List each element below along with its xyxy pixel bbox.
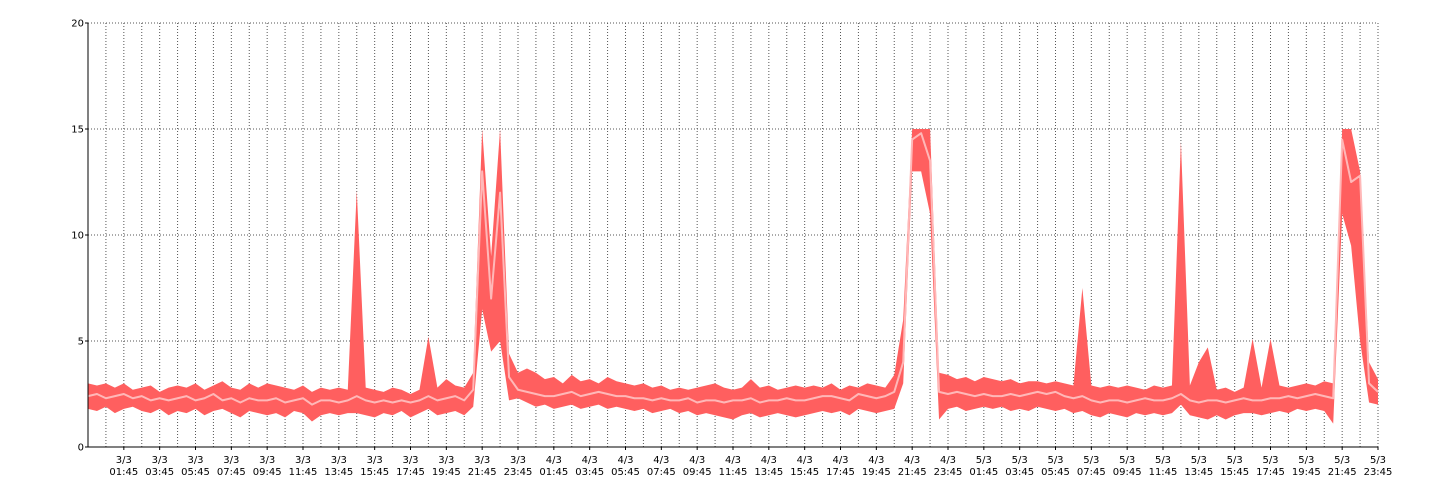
x-tick-time: 15:45	[790, 467, 819, 478]
x-tick-time: 13:45	[324, 467, 353, 478]
x-tick-date: 5/3	[1298, 455, 1314, 466]
x-tick-time: 23:45	[1364, 467, 1393, 478]
x-tick-time: 03:45	[1005, 467, 1034, 478]
x-tick-time: 09:45	[683, 467, 712, 478]
x-tick-date: 4/3	[582, 455, 598, 466]
x-tick-date: 5/3	[1155, 455, 1171, 466]
x-tick-date: 3/3	[474, 455, 490, 466]
x-tick-date: 4/3	[653, 455, 669, 466]
x-tick-time: 01:45	[969, 467, 998, 478]
x-tick-time: 17:45	[396, 467, 425, 478]
x-tick-date: 3/3	[367, 455, 383, 466]
x-tick-date: 3/3	[223, 455, 239, 466]
x-tick-time: 23:45	[504, 467, 533, 478]
x-tick-date: 3/3	[331, 455, 347, 466]
x-tick-date: 4/3	[725, 455, 741, 466]
x-tick-time: 03:45	[575, 467, 604, 478]
x-tick-time: 05:45	[181, 467, 210, 478]
x-tick-time: 01:45	[539, 467, 568, 478]
x-tick-time: 13:45	[754, 467, 783, 478]
x-tick-time: 09:45	[253, 467, 282, 478]
x-tick-date: 3/3	[116, 455, 132, 466]
x-tick-time: 07:45	[1077, 467, 1106, 478]
x-tick-time: 21:45	[468, 467, 497, 478]
x-tick-date: 4/3	[904, 455, 920, 466]
x-tick-date: 4/3	[940, 455, 956, 466]
x-tick-date: 5/3	[976, 455, 992, 466]
y-tick-label: 5	[78, 337, 84, 348]
x-tick-time: 15:45	[360, 467, 389, 478]
y-tick-label: 0	[78, 443, 84, 454]
x-tick-time: 01:45	[109, 467, 138, 478]
x-tick-date: 3/3	[259, 455, 275, 466]
x-tick-time: 05:45	[611, 467, 640, 478]
x-tick-time: 09:45	[1113, 467, 1142, 478]
x-tick-date: 4/3	[617, 455, 633, 466]
x-tick-date: 3/3	[152, 455, 168, 466]
x-tick-date: 5/3	[1119, 455, 1135, 466]
x-tick-time: 05:45	[1041, 467, 1070, 478]
x-tick-date: 4/3	[797, 455, 813, 466]
x-tick-date: 4/3	[761, 455, 777, 466]
y-tick-label: 20	[71, 19, 84, 30]
x-tick-date: 5/3	[1262, 455, 1278, 466]
x-tick-date: 5/3	[1191, 455, 1207, 466]
x-tick-time: 19:45	[432, 467, 461, 478]
x-tick-date: 5/3	[1370, 455, 1386, 466]
x-tick-time: 11:45	[719, 467, 748, 478]
x-tick-time: 03:45	[145, 467, 174, 478]
x-tick-date: 3/3	[510, 455, 526, 466]
x-tick-time: 17:45	[826, 467, 855, 478]
x-tick-time: 11:45	[1149, 467, 1178, 478]
x-tick-time: 19:45	[1292, 467, 1321, 478]
x-tick-time: 23:45	[934, 467, 963, 478]
x-tick-date: 5/3	[1012, 455, 1028, 466]
x-tick-time: 21:45	[898, 467, 927, 478]
x-tick-date: 3/3	[402, 455, 418, 466]
x-tick-date: 5/3	[1047, 455, 1063, 466]
x-tick-time: 07:45	[217, 467, 246, 478]
x-tick-date: 5/3	[1334, 455, 1350, 466]
x-tick-time: 19:45	[862, 467, 891, 478]
x-tick-date: 3/3	[438, 455, 454, 466]
x-tick-date: 4/3	[546, 455, 562, 466]
x-tick-date: 5/3	[1083, 455, 1099, 466]
x-tick-time: 11:45	[289, 467, 318, 478]
x-tick-time: 13:45	[1184, 467, 1213, 478]
y-tick-label: 10	[71, 231, 84, 242]
x-tick-date: 4/3	[689, 455, 705, 466]
x-tick-date: 3/3	[187, 455, 203, 466]
mean-line	[87, 132, 1379, 406]
x-tick-date: 5/3	[1227, 455, 1243, 466]
x-tick-time: 07:45	[647, 467, 676, 478]
range-band	[88, 129, 1378, 424]
x-tick-date: 3/3	[295, 455, 311, 466]
x-tick-time: 17:45	[1256, 467, 1285, 478]
axis-layer: 051015203/301:453/303:453/305:453/307:45…	[71, 19, 1392, 479]
x-tick-time: 15:45	[1220, 467, 1249, 478]
x-tick-time: 21:45	[1328, 467, 1357, 478]
x-tick-date: 4/3	[868, 455, 884, 466]
x-tick-date: 4/3	[832, 455, 848, 466]
y-tick-label: 15	[71, 125, 84, 136]
data-layer	[87, 129, 1379, 424]
